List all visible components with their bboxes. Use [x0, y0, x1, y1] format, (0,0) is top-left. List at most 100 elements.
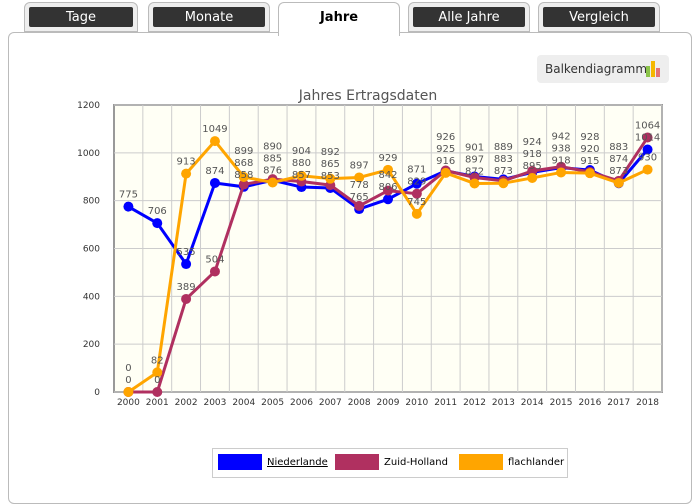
line-chart: Jahres Ertragsdaten 02004006008001000120…	[77, 88, 663, 408]
legend-item-niederlande[interactable]: Niederlande	[218, 454, 328, 470]
data-point	[209, 136, 220, 147]
data-label: 745	[407, 197, 426, 208]
x-tick-label: 2015	[550, 398, 573, 408]
data-point	[411, 208, 422, 219]
x-tick-label: 2008	[348, 398, 371, 408]
data-label: 883	[609, 142, 628, 153]
data-point	[209, 266, 220, 277]
data-label: 883	[494, 154, 513, 165]
data-point	[411, 188, 422, 199]
data-label: 889	[494, 142, 513, 153]
tab-vergleich[interactable]: Vergleich	[538, 2, 660, 32]
data-label: 928	[580, 132, 599, 143]
data-label: 806	[378, 182, 397, 193]
x-tick-label: 2007	[319, 398, 342, 408]
data-label: 926	[436, 132, 455, 143]
y-tick-label: 600	[83, 245, 100, 255]
tab-bar: Tage Monate Jahre Alle Jahre Vergleich	[0, 0, 695, 36]
x-tick-label: 2003	[203, 398, 226, 408]
data-point	[123, 387, 134, 397]
data-label: 890	[263, 141, 282, 152]
data-label: 885	[263, 153, 282, 164]
data-label: 829	[407, 177, 426, 188]
data-label: 868	[234, 158, 253, 169]
data-point	[469, 178, 480, 189]
data-label: 765	[350, 192, 369, 203]
data-point	[440, 167, 451, 178]
data-label: 925	[436, 144, 455, 155]
data-label: 904	[292, 146, 311, 157]
data-point	[296, 170, 307, 181]
bar-chart-button[interactable]: Balkendiagramm	[537, 55, 669, 83]
y-tick-label: 0	[94, 388, 100, 398]
data-point	[238, 179, 249, 190]
data-point	[354, 200, 365, 211]
x-tick-label: 2012	[463, 398, 486, 408]
data-point	[383, 194, 393, 205]
data-point	[613, 177, 624, 188]
data-point	[383, 164, 393, 175]
data-label: 0	[125, 363, 131, 374]
data-point	[498, 178, 509, 189]
data-label: 0	[125, 375, 131, 386]
x-tick-label: 2009	[377, 398, 400, 408]
x-tick-label: 2018	[636, 398, 659, 408]
tab-alle-jahre[interactable]: Alle Jahre	[408, 2, 530, 32]
data-label: 938	[552, 143, 571, 154]
data-point	[383, 185, 393, 196]
x-tick-label: 2017	[607, 398, 630, 408]
data-label: 897	[465, 154, 484, 165]
data-label: 872	[465, 166, 484, 177]
x-tick-label: 2016	[578, 398, 601, 408]
legend-item-flachlander[interactable]: flachlander	[459, 454, 564, 470]
data-label: 706	[148, 206, 167, 217]
data-label: 942	[552, 131, 571, 142]
data-point	[556, 167, 567, 178]
x-tick-label: 2010	[405, 398, 428, 408]
data-point	[642, 132, 653, 143]
data-label: 880	[292, 158, 311, 169]
chart-legend: Niederlande Zuid-Holland flachlander	[212, 448, 568, 478]
data-label: 899	[234, 146, 253, 157]
tab-tage[interactable]: Tage	[24, 2, 138, 32]
data-point	[325, 173, 336, 184]
x-tick-label: 2011	[434, 398, 457, 408]
data-label: 389	[177, 282, 196, 293]
x-tick-label: 2001	[146, 398, 169, 408]
data-label: 873	[494, 166, 513, 177]
x-tick-label: 2000	[117, 398, 140, 408]
data-point	[152, 218, 163, 229]
data-point	[209, 177, 220, 188]
data-point	[267, 177, 278, 188]
tab-monate[interactable]: Monate	[148, 2, 270, 32]
y-tick-label: 200	[83, 340, 100, 350]
data-label: 858	[234, 170, 253, 181]
data-label: 924	[523, 137, 542, 148]
data-label: 874	[205, 166, 224, 177]
data-label: 1014	[635, 132, 660, 143]
legend-swatch	[335, 454, 379, 470]
data-label: 775	[119, 190, 138, 201]
data-label: 930	[638, 153, 657, 164]
bar-chart-icon	[646, 61, 660, 77]
data-point	[642, 164, 653, 175]
data-point	[238, 171, 249, 182]
data-label: 842	[378, 170, 397, 181]
data-point	[181, 259, 192, 270]
data-label: 0	[154, 375, 160, 386]
tab-jahre[interactable]: Jahre	[278, 2, 400, 36]
x-tick-label: 2013	[492, 398, 515, 408]
data-label: 865	[321, 159, 340, 170]
data-label: 918	[552, 155, 571, 166]
y-tick-label: 400	[83, 292, 100, 302]
data-label: 897	[350, 160, 369, 171]
data-point	[181, 168, 192, 179]
data-label: 857	[292, 170, 311, 181]
legend-item-zuid-holland[interactable]: Zuid-Holland	[335, 454, 448, 470]
chart-title: Jahres Ertragsdaten	[298, 88, 437, 104]
data-label: 504	[205, 254, 224, 265]
data-label: 874	[609, 154, 628, 165]
x-tick-label: 2004	[232, 398, 255, 408]
x-tick-label: 2006	[290, 398, 313, 408]
y-tick-label: 1000	[77, 149, 100, 159]
